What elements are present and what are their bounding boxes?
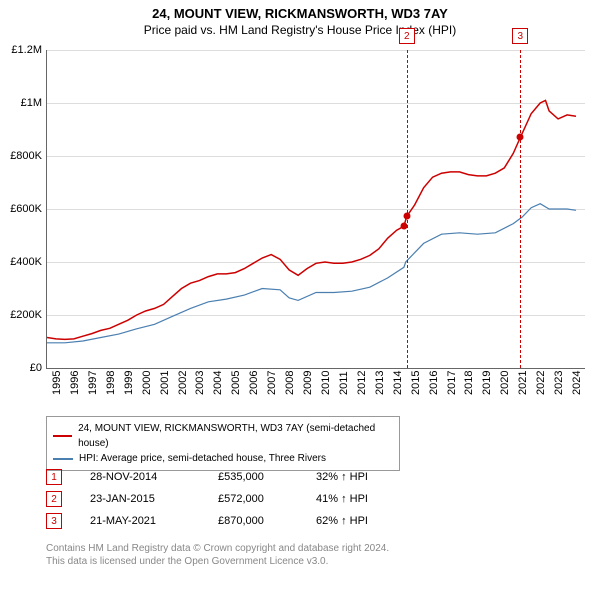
x-tick-label: 2009 <box>302 371 314 395</box>
legend-label: HPI: Average price, semi-detached house,… <box>79 451 326 466</box>
x-tick-label: 2012 <box>356 371 368 395</box>
x-tick-label: 1998 <box>105 371 117 395</box>
sale-index-marker: 1 <box>46 469 62 485</box>
sale-date: 21-MAY-2021 <box>90 515 190 527</box>
x-tick-label: 2021 <box>517 371 529 395</box>
chart-title: 24, MOUNT VIEW, RICKMANSWORTH, WD3 7AY <box>0 0 600 21</box>
x-tick-label: 2018 <box>463 371 475 395</box>
x-tick-label: 2011 <box>338 371 350 395</box>
sale-pct: 41% ↑ HPI <box>316 493 416 505</box>
sale-vline <box>520 50 521 368</box>
legend-item: 24, MOUNT VIEW, RICKMANSWORTH, WD3 7AY (… <box>53 421 393 451</box>
legend-box: 24, MOUNT VIEW, RICKMANSWORTH, WD3 7AY (… <box>46 416 400 471</box>
footer-line2: This data is licensed under the Open Gov… <box>46 555 389 568</box>
x-tick-label: 2006 <box>248 371 260 395</box>
y-tick-label: £200K <box>0 309 42 321</box>
legend-swatch <box>53 435 72 437</box>
x-tick-label: 1999 <box>123 371 135 395</box>
y-tick-label: £1.2M <box>0 44 42 56</box>
line-layer <box>47 50 585 368</box>
chart-container: 24, MOUNT VIEW, RICKMANSWORTH, WD3 7AY P… <box>0 0 600 590</box>
sale-row: 1 28-NOV-2014 £535,000 32% ↑ HPI <box>46 466 416 488</box>
x-tick-label: 2022 <box>535 371 547 395</box>
plot-area: 1995199619971998199920002001200220032004… <box>46 50 585 369</box>
sale-marker: 2 <box>399 28 415 44</box>
series-hpi <box>47 204 576 343</box>
x-tick-label: 2016 <box>428 371 440 395</box>
x-tick-label: 2013 <box>374 371 386 395</box>
legend-swatch <box>53 458 73 460</box>
attribution-footer: Contains HM Land Registry data © Crown c… <box>46 542 389 568</box>
x-tick-label: 2004 <box>212 371 224 395</box>
x-tick-label: 2005 <box>230 371 242 395</box>
x-tick-label: 2015 <box>410 371 422 395</box>
x-tick-label: 2000 <box>141 371 153 395</box>
sale-dot <box>403 213 410 220</box>
x-tick-label: 2020 <box>499 371 511 395</box>
sale-date: 23-JAN-2015 <box>90 493 190 505</box>
x-tick-label: 1995 <box>51 371 63 395</box>
x-tick-label: 1997 <box>87 371 99 395</box>
sale-vline <box>407 50 408 368</box>
x-tick-label: 2024 <box>571 371 583 395</box>
footer-line1: Contains HM Land Registry data © Crown c… <box>46 542 389 555</box>
sale-pct: 62% ↑ HPI <box>316 515 416 527</box>
sale-price: £535,000 <box>218 471 288 483</box>
sales-table: 1 28-NOV-2014 £535,000 32% ↑ HPI 2 23-JAN-201… <box>46 466 416 532</box>
y-tick-label: £1M <box>0 97 42 109</box>
sale-index-marker: 2 <box>46 491 62 507</box>
x-tick-label: 2017 <box>446 371 458 395</box>
sale-row: 3 21-MAY-2021 £870,000 62% ↑ HPI <box>46 510 416 532</box>
series-subject <box>47 100 576 339</box>
x-tick-label: 2001 <box>159 371 171 395</box>
legend-label: 24, MOUNT VIEW, RICKMANSWORTH, WD3 7AY (… <box>78 421 393 451</box>
x-tick-label: 1996 <box>69 371 81 395</box>
sale-dot <box>517 134 524 141</box>
sale-date: 28-NOV-2014 <box>90 471 190 483</box>
sale-marker: 3 <box>512 28 528 44</box>
y-tick-label: £800K <box>0 150 42 162</box>
sale-dot <box>401 223 408 230</box>
sale-price: £572,000 <box>218 493 288 505</box>
x-tick-label: 2019 <box>481 371 493 395</box>
sale-index-marker: 3 <box>46 513 62 529</box>
sale-row: 2 23-JAN-2015 £572,000 41% ↑ HPI <box>46 488 416 510</box>
y-tick-label: £0 <box>0 362 42 374</box>
y-tick-label: £600K <box>0 203 42 215</box>
x-tick-label: 2003 <box>194 371 206 395</box>
x-tick-label: 2002 <box>177 371 189 395</box>
x-tick-label: 2010 <box>320 371 332 395</box>
y-tick-label: £400K <box>0 256 42 268</box>
chart-subtitle: Price paid vs. HM Land Registry's House … <box>0 21 600 41</box>
sale-pct: 32% ↑ HPI <box>316 471 416 483</box>
x-tick-label: 2007 <box>266 371 278 395</box>
x-tick-label: 2023 <box>553 371 565 395</box>
legend-item: HPI: Average price, semi-detached house,… <box>53 451 393 466</box>
sale-price: £870,000 <box>218 515 288 527</box>
x-tick-label: 2008 <box>284 371 296 395</box>
x-tick-label: 2014 <box>392 371 404 395</box>
